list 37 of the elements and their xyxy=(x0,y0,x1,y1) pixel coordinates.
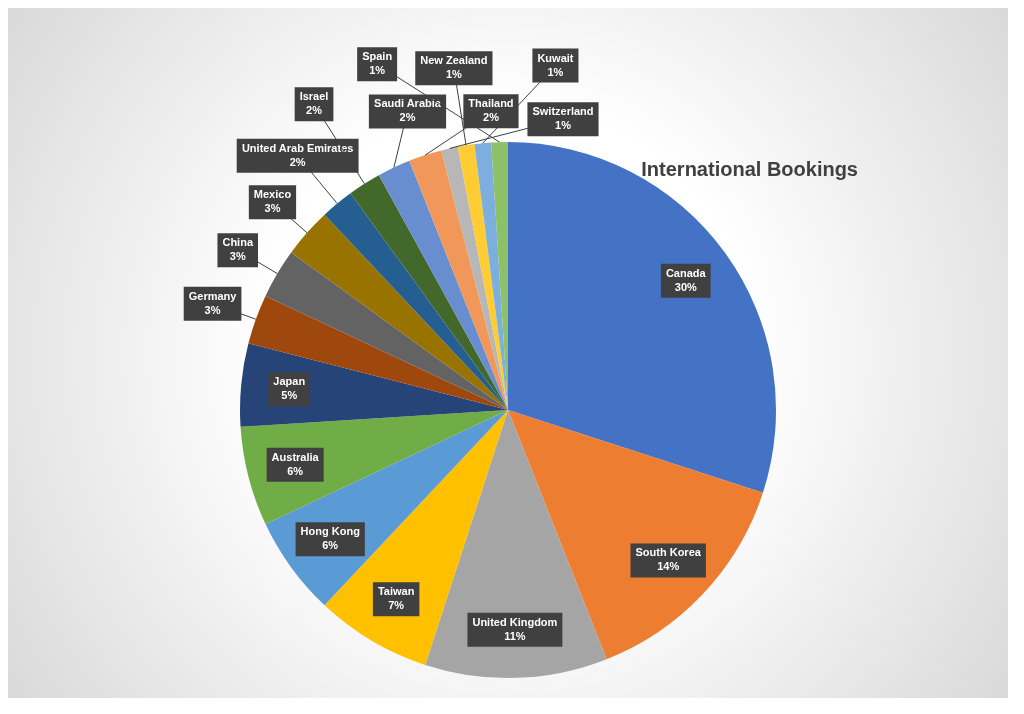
slice-label: United Arab Emirates xyxy=(241,141,354,154)
text: International Bookings xyxy=(641,157,858,180)
slice-label: China xyxy=(222,236,254,249)
data-label: 1% xyxy=(555,119,572,132)
data-label: 11% xyxy=(504,629,526,642)
data-label: 3% xyxy=(204,303,221,316)
data-label: 5% xyxy=(281,389,298,402)
data-label: 6% xyxy=(287,464,304,477)
data-label: 7% xyxy=(388,599,405,612)
data-label: 2% xyxy=(306,104,323,117)
slice-label: Taiwan xyxy=(377,585,415,598)
data-label: 1% xyxy=(445,68,463,81)
slice-label: Israel xyxy=(299,90,329,103)
slice-label: Mexico xyxy=(253,188,292,201)
data-label: 1% xyxy=(369,64,386,77)
slice-label: Saudi Arabia xyxy=(374,97,442,110)
slice-label: Spain xyxy=(362,50,393,63)
slice-label: Switzerland xyxy=(532,105,594,118)
data-label: 30% xyxy=(674,280,698,293)
slice-label: Canada xyxy=(665,266,707,279)
slice-label: Australia xyxy=(271,450,320,463)
slice-label: Germany xyxy=(188,289,238,302)
slice-label: New Zealand xyxy=(420,54,488,67)
slice-label: Hong Kong xyxy=(300,525,360,538)
slice-label: Kuwait xyxy=(537,51,574,64)
data-label: 3% xyxy=(264,202,281,215)
slice-label: Japan xyxy=(273,375,306,388)
slice-label: Thailand xyxy=(468,97,514,110)
data-label: 1% xyxy=(547,65,564,78)
data-label: 2% xyxy=(483,111,500,124)
slice-label: United Kingdom xyxy=(472,615,558,628)
data-label: 2% xyxy=(289,155,306,168)
data-label: 3% xyxy=(229,250,246,263)
data-label: 2% xyxy=(399,111,416,124)
slice-label: South Korea xyxy=(635,546,702,559)
data-label: 6% xyxy=(322,539,339,552)
data-label: 14% xyxy=(657,560,680,573)
